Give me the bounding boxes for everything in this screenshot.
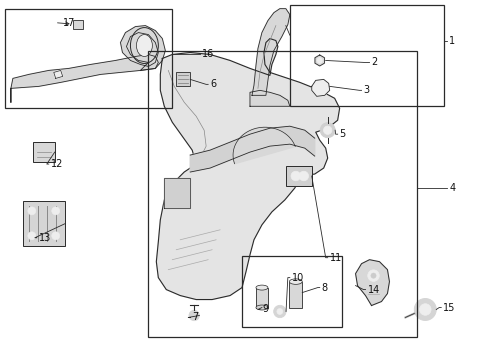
Circle shape bbox=[52, 232, 60, 240]
Bar bbox=[289, 5, 443, 106]
Text: 1: 1 bbox=[448, 36, 454, 46]
Polygon shape bbox=[54, 71, 62, 78]
Text: 5: 5 bbox=[339, 129, 345, 139]
Text: 7: 7 bbox=[192, 312, 198, 323]
Ellipse shape bbox=[136, 35, 152, 57]
Polygon shape bbox=[251, 9, 289, 95]
Text: 12: 12 bbox=[51, 159, 63, 169]
Polygon shape bbox=[249, 90, 289, 106]
Ellipse shape bbox=[255, 285, 267, 290]
Text: 9: 9 bbox=[262, 305, 267, 315]
Circle shape bbox=[28, 207, 36, 215]
Circle shape bbox=[413, 298, 435, 320]
Polygon shape bbox=[314, 55, 324, 66]
Circle shape bbox=[189, 310, 199, 321]
Text: 10: 10 bbox=[291, 273, 304, 283]
Bar bbox=[176, 72, 190, 86]
Polygon shape bbox=[164, 178, 190, 208]
Ellipse shape bbox=[255, 305, 267, 310]
Bar bbox=[285, 166, 311, 186]
Bar bbox=[73, 20, 82, 28]
Ellipse shape bbox=[130, 28, 158, 63]
Polygon shape bbox=[311, 80, 329, 96]
Text: 16: 16 bbox=[202, 49, 214, 59]
Circle shape bbox=[419, 304, 430, 315]
Text: 13: 13 bbox=[39, 233, 51, 243]
Text: 6: 6 bbox=[210, 79, 216, 89]
Bar bbox=[148, 50, 416, 337]
Circle shape bbox=[316, 58, 322, 63]
Circle shape bbox=[273, 305, 285, 318]
Text: 17: 17 bbox=[62, 18, 75, 28]
Bar bbox=[289, 282, 302, 307]
Text: 15: 15 bbox=[442, 302, 455, 312]
Polygon shape bbox=[190, 126, 314, 172]
Circle shape bbox=[298, 171, 308, 181]
Ellipse shape bbox=[289, 279, 302, 284]
Text: 14: 14 bbox=[367, 284, 379, 294]
Circle shape bbox=[367, 270, 379, 282]
Bar bbox=[242, 256, 341, 328]
Circle shape bbox=[323, 126, 331, 134]
Circle shape bbox=[52, 207, 60, 215]
Bar bbox=[23, 201, 64, 246]
Polygon shape bbox=[120, 26, 165, 71]
Text: 3: 3 bbox=[363, 85, 369, 95]
Text: 4: 4 bbox=[448, 183, 454, 193]
Text: 11: 11 bbox=[329, 253, 341, 263]
Polygon shape bbox=[156, 39, 339, 300]
Circle shape bbox=[320, 123, 334, 138]
Bar bbox=[33, 142, 55, 162]
Circle shape bbox=[276, 309, 282, 315]
Polygon shape bbox=[233, 127, 295, 164]
Text: 2: 2 bbox=[371, 58, 377, 67]
Text: 8: 8 bbox=[321, 283, 327, 293]
Polygon shape bbox=[11, 54, 158, 102]
Circle shape bbox=[370, 273, 375, 278]
Polygon shape bbox=[355, 260, 388, 306]
Circle shape bbox=[28, 232, 36, 240]
Bar bbox=[255, 288, 267, 307]
Circle shape bbox=[290, 171, 300, 181]
Bar bbox=[5, 9, 172, 108]
